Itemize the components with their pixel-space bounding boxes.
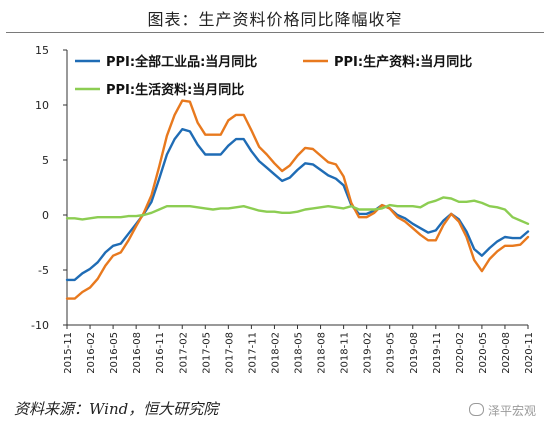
line-chart: -10 -5 0 5 10 15 2015-11 2016-02 2016-05 2016-08 2… — [31, 44, 535, 374]
wechat-icon — [468, 403, 484, 416]
title-bar: 图表：生产资料价格同比降幅收窄 — [0, 0, 550, 34]
y-tick-label: 15 — [35, 44, 49, 57]
series-line-1 — [65, 127, 530, 282]
x-tick-label: 2019-11 — [432, 332, 443, 374]
x-tick-label: 2018-11 — [340, 332, 351, 374]
y-tick-label: -10 — [31, 319, 49, 332]
x-tick-label: 2019-08 — [409, 332, 420, 374]
x-tick-label: 2017-02 — [178, 332, 189, 374]
watermark: 泽平宏观 — [468, 402, 536, 419]
x-tick-label: 2017-08 — [224, 332, 235, 374]
watermark-text: 泽平宏观 — [487, 404, 536, 418]
legend-label-1: PPI:全部工业品:当月同比 — [106, 54, 257, 70]
x-tick-label: 2017-11 — [247, 332, 258, 374]
y-tick-label: 5 — [42, 154, 49, 167]
x-tick-label: 2019-02 — [363, 332, 374, 374]
legend-label-3: PPI:生活资料:当月同比 — [106, 82, 244, 98]
x-tick-label: 2018-02 — [270, 332, 281, 374]
x-tick-label: 2020-05 — [478, 332, 489, 374]
x-tick-label: 2016-05 — [109, 332, 120, 374]
series-line-3 — [65, 196, 530, 226]
x-tick-label: 2016-08 — [132, 332, 143, 374]
title-divider — [6, 32, 544, 33]
source-note: 资料来源：Wind，恒大研究院 — [14, 400, 219, 418]
y-tick-label: 0 — [42, 209, 49, 222]
x-tick-label: 2016-11 — [155, 332, 166, 374]
x-tick-label: 2018-05 — [294, 332, 305, 374]
x-tick-label: 2020-02 — [455, 332, 466, 374]
x-tick-label: 2015-11 — [63, 332, 74, 374]
x-tick-label: 2017-05 — [201, 332, 212, 374]
x-tick-label: 2019-05 — [386, 332, 397, 374]
x-tick-label: 2018-08 — [317, 332, 328, 374]
x-tick-label: 2016-02 — [86, 332, 97, 374]
x-tick-label: 2020-11 — [524, 332, 535, 374]
y-tick-label: 10 — [35, 99, 49, 112]
series-line-2 — [65, 99, 530, 300]
y-tick-label: -5 — [38, 264, 49, 277]
legend-label-2: PPI:生产资料:当月同比 — [334, 54, 472, 70]
chart-title: 图表：生产资料价格同比降幅收窄 — [147, 10, 403, 29]
x-tick-label: 2020-08 — [501, 332, 512, 374]
